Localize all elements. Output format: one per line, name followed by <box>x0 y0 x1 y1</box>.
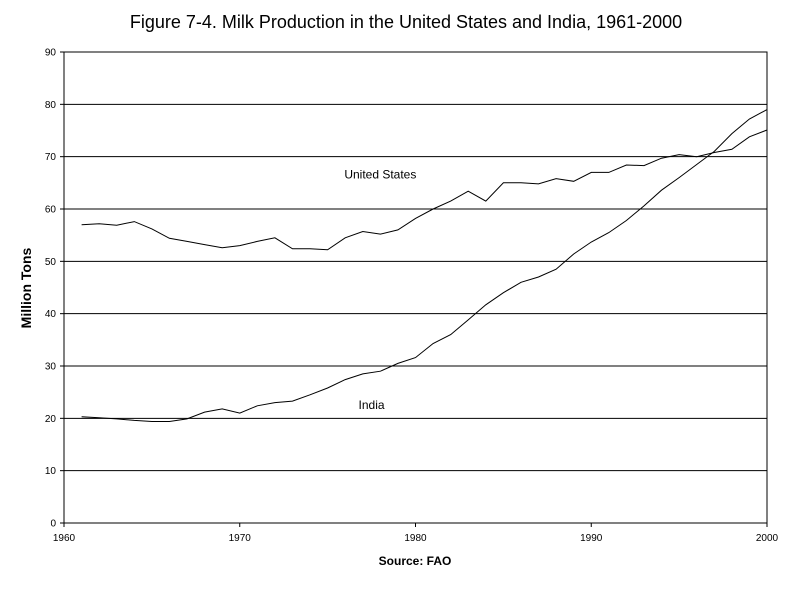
annotation-united-states: United States <box>344 168 416 182</box>
x-axis-ticks: 1960 1970 1980 1990 2000 <box>53 523 779 544</box>
x-axis-label: Source: FAO <box>379 554 452 568</box>
y-tick-label-90: 90 <box>45 48 57 59</box>
series-line-united-states <box>81 129 768 251</box>
x-tick-label-1990: 1990 <box>580 533 603 544</box>
y-axis-label: Million Tons <box>18 247 34 328</box>
y-tick-label-20: 20 <box>45 414 57 425</box>
x-tick-label-1960: 1960 <box>53 533 76 544</box>
y-tick-label-40: 40 <box>45 309 57 320</box>
y-tick-label-70: 70 <box>45 152 57 163</box>
x-tick-label-2000: 2000 <box>756 533 779 544</box>
x-tick-label-1970: 1970 <box>229 533 252 544</box>
y-tick-label-30: 30 <box>45 362 57 373</box>
plot-area-frame <box>63 51 768 524</box>
y-axis-ticks: 0 10 20 30 40 50 60 70 80 90 <box>45 48 64 530</box>
series-line-india <box>81 109 768 422</box>
x-tick-label-1980: 1980 <box>404 533 427 544</box>
y-tick-label-60: 60 <box>45 205 57 216</box>
y-tick-label-50: 50 <box>45 257 57 268</box>
series-lines <box>81 109 768 422</box>
gridlines <box>64 103 767 472</box>
y-tick-label-0: 0 <box>50 519 56 530</box>
y-tick-label-10: 10 <box>45 466 57 477</box>
y-tick-label-80: 80 <box>45 100 57 111</box>
annotation-india: India <box>359 398 385 412</box>
series-annotations: United States India <box>344 168 416 412</box>
chart-title: Figure 7-4. Milk Production in the Unite… <box>130 12 682 32</box>
